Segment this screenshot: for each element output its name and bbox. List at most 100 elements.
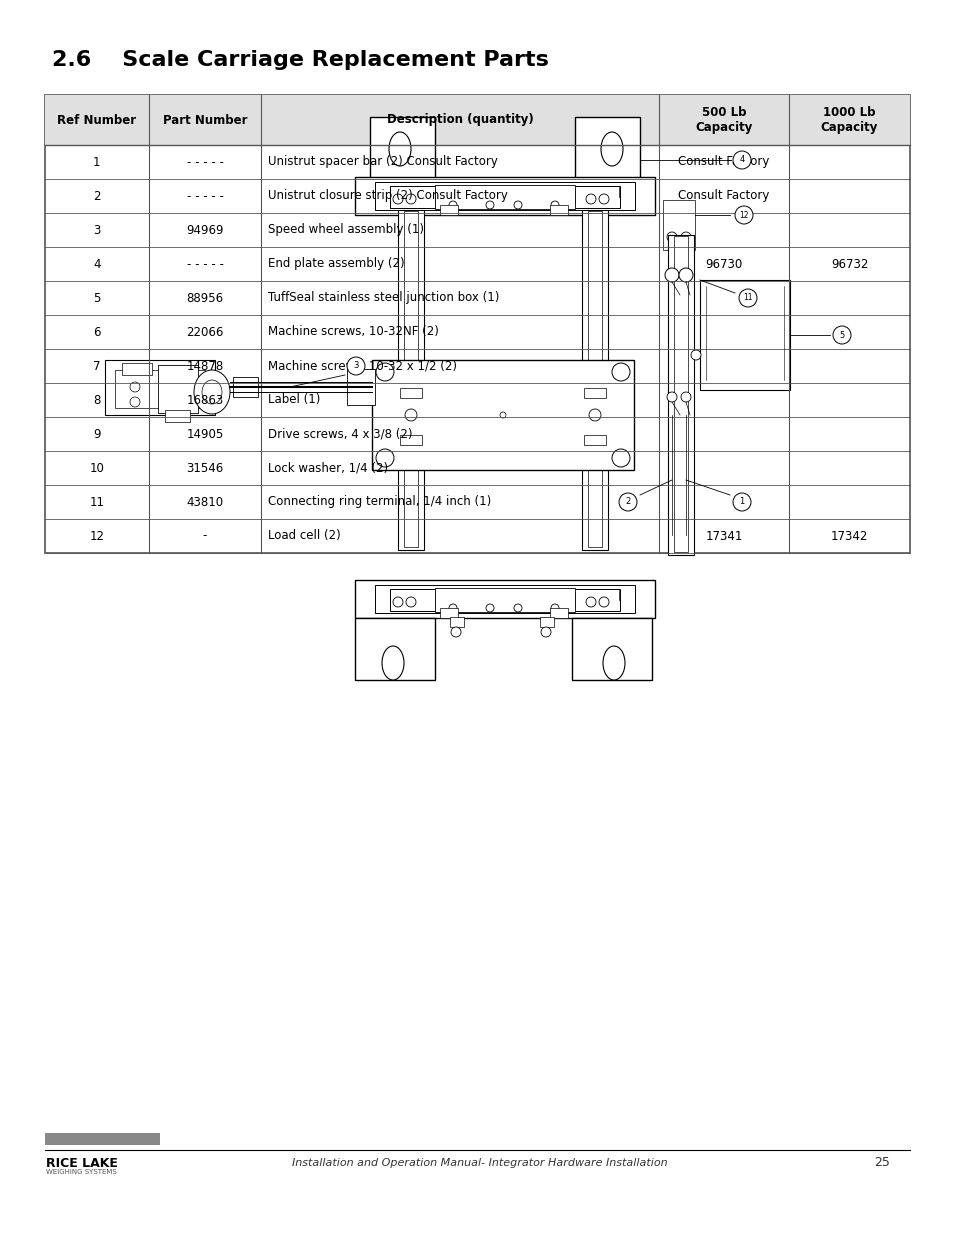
Bar — [673, 236, 687, 552]
Text: 1000 Lb
Capacity: 1000 Lb Capacity — [820, 106, 877, 135]
Ellipse shape — [514, 201, 521, 209]
Bar — [403, 211, 417, 547]
Circle shape — [732, 493, 750, 511]
Text: 17342: 17342 — [830, 530, 867, 542]
Text: 88956: 88956 — [186, 291, 223, 305]
Text: Ref Number: Ref Number — [57, 114, 136, 126]
Ellipse shape — [485, 604, 494, 613]
Bar — [165, 410, 190, 422]
Text: 43810: 43810 — [186, 495, 223, 509]
Bar — [575, 117, 639, 182]
Bar — [667, 205, 689, 245]
Ellipse shape — [406, 597, 416, 606]
Bar — [355, 177, 655, 215]
Ellipse shape — [664, 268, 679, 282]
Bar — [439, 608, 457, 618]
Text: 5: 5 — [839, 331, 843, 340]
Ellipse shape — [551, 201, 558, 209]
Bar — [233, 377, 257, 396]
Ellipse shape — [393, 194, 402, 204]
Text: 1: 1 — [739, 498, 744, 506]
Text: Machine screws, 10-32 x 1/2 (2): Machine screws, 10-32 x 1/2 (2) — [268, 359, 456, 373]
Bar — [105, 359, 214, 415]
Text: 12: 12 — [90, 530, 104, 542]
Bar — [158, 366, 198, 412]
Text: - - - - -: - - - - - — [187, 189, 223, 203]
Text: 7: 7 — [93, 359, 101, 373]
Text: 96730: 96730 — [704, 258, 741, 270]
Text: 1: 1 — [93, 156, 101, 168]
Bar — [355, 580, 655, 618]
Text: Speed wheel assembly (1): Speed wheel assembly (1) — [268, 224, 424, 236]
Text: 96732: 96732 — [830, 258, 867, 270]
Text: 14878: 14878 — [186, 359, 223, 373]
Circle shape — [347, 357, 365, 375]
Ellipse shape — [499, 412, 505, 417]
Bar — [397, 210, 423, 550]
Text: 2: 2 — [625, 498, 630, 506]
Bar — [355, 618, 435, 680]
Bar — [700, 280, 789, 390]
Bar — [372, 359, 634, 471]
Ellipse shape — [130, 396, 140, 408]
Ellipse shape — [585, 597, 596, 606]
Ellipse shape — [690, 350, 700, 359]
Ellipse shape — [598, 194, 608, 204]
Bar — [399, 388, 421, 398]
Text: -: - — [203, 530, 207, 542]
Text: Machine screws, 10-32NF (2): Machine screws, 10-32NF (2) — [268, 326, 438, 338]
Circle shape — [618, 493, 637, 511]
Bar — [569, 186, 619, 207]
Ellipse shape — [389, 132, 411, 165]
Ellipse shape — [406, 194, 416, 204]
Bar — [583, 435, 605, 445]
Text: 10: 10 — [90, 462, 104, 474]
Bar — [583, 388, 605, 398]
Circle shape — [732, 151, 750, 169]
Ellipse shape — [451, 627, 460, 637]
Bar — [572, 618, 651, 680]
Text: 17341: 17341 — [704, 530, 742, 542]
Bar — [435, 185, 575, 209]
Text: Label (1): Label (1) — [268, 394, 320, 406]
Text: Unistrut spacer bar (2) Consult Factory: Unistrut spacer bar (2) Consult Factory — [268, 156, 497, 168]
Bar — [45, 1132, 160, 1145]
Ellipse shape — [375, 363, 394, 382]
Bar — [370, 117, 435, 182]
Text: 11: 11 — [90, 495, 104, 509]
Bar — [375, 182, 635, 210]
Ellipse shape — [405, 409, 416, 421]
Text: Installation and Operation Manual- Integrator Hardware Installation: Installation and Operation Manual- Integ… — [292, 1158, 667, 1168]
Text: 11: 11 — [742, 294, 752, 303]
Text: 94969: 94969 — [186, 224, 224, 236]
Ellipse shape — [449, 604, 456, 613]
Text: 4: 4 — [93, 258, 101, 270]
Text: Load cell (2): Load cell (2) — [268, 530, 340, 542]
Bar — [399, 435, 421, 445]
Text: 31546: 31546 — [186, 462, 223, 474]
Ellipse shape — [193, 370, 230, 414]
Text: - - - - -: - - - - - — [187, 156, 223, 168]
Text: 25: 25 — [873, 1156, 889, 1170]
Text: Description (quantity): Description (quantity) — [386, 114, 533, 126]
Bar — [662, 200, 695, 249]
Ellipse shape — [588, 409, 600, 421]
Text: - - - - -: - - - - - — [187, 258, 223, 270]
Circle shape — [734, 206, 752, 224]
Bar — [390, 589, 439, 611]
Ellipse shape — [666, 391, 677, 403]
Bar — [550, 608, 567, 618]
Text: 500 Lb
Capacity: 500 Lb Capacity — [695, 106, 752, 135]
Bar — [375, 585, 635, 613]
Text: 8: 8 — [93, 394, 100, 406]
Text: 9: 9 — [93, 427, 101, 441]
Text: Lock washer, 1/4 (2): Lock washer, 1/4 (2) — [268, 462, 388, 474]
Ellipse shape — [540, 627, 551, 637]
Bar — [45, 95, 909, 553]
Ellipse shape — [612, 450, 629, 467]
Ellipse shape — [375, 450, 394, 467]
Text: 6: 6 — [93, 326, 101, 338]
Bar — [581, 210, 607, 550]
Text: Part Number: Part Number — [163, 114, 247, 126]
Bar — [347, 369, 375, 405]
